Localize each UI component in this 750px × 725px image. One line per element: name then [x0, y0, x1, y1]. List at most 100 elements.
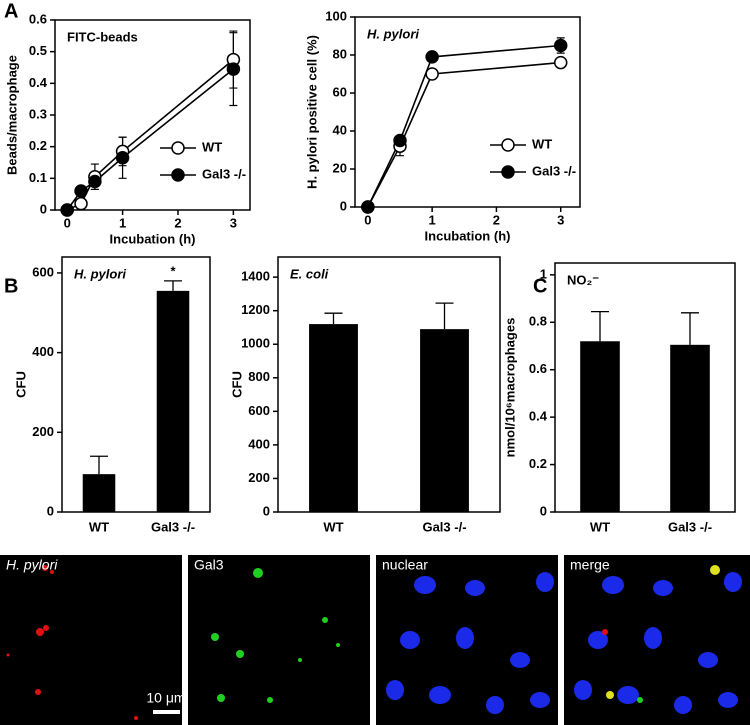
x-axis-label: Incubation (h): [425, 228, 511, 243]
marker: [425, 50, 439, 64]
y-tick-label: 0: [540, 503, 547, 518]
y-tick-label: 60: [333, 84, 347, 99]
panel-letter: C: [533, 275, 547, 297]
image-label: merge: [570, 557, 610, 573]
x-tick-label: 2: [493, 212, 500, 227]
error-bar: [681, 312, 699, 345]
y-tick-label: 0: [340, 198, 347, 213]
legend-label: Gal3 -/-: [532, 163, 576, 178]
y-tick-label: 0.1: [29, 170, 47, 185]
marker: [425, 67, 439, 81]
x-tick-label: Gal3 -/-: [422, 519, 466, 534]
y-tick-label: 200: [248, 470, 270, 485]
y-axis-label: CFU: [229, 371, 244, 398]
x-tick-label: WT: [323, 519, 343, 534]
y-tick-label: 0.5: [29, 43, 47, 58]
y-tick-label: 0.2: [29, 138, 47, 153]
y-axis-label: H. pylori positive cell (%): [304, 35, 319, 189]
y-tick-label: 40: [333, 122, 347, 137]
y-tick-label: 0: [263, 503, 270, 518]
bar: [82, 474, 116, 512]
error-bar: [435, 302, 454, 330]
y-axis-label: Beads/macrophage: [4, 55, 19, 175]
y-tick-label: 1400: [241, 269, 270, 284]
y-tick-label: 800: [248, 369, 270, 384]
y-axis-label: CFU: [13, 371, 28, 398]
y-tick-label: 0.6: [529, 361, 547, 376]
image-label: Gal3: [194, 557, 224, 573]
bar: [580, 341, 620, 512]
error-bar: [324, 312, 343, 325]
x-tick-label: 1: [119, 215, 126, 230]
image-label: H. pylori: [6, 557, 58, 573]
y-tick-label: 0.4: [29, 75, 48, 90]
legend-marker: [171, 141, 185, 155]
bar: [420, 329, 469, 512]
x-tick-label: WT: [590, 519, 610, 534]
series-line: [367, 61, 561, 208]
x-tick-label: 2: [174, 215, 181, 230]
marker: [393, 133, 407, 148]
error-bar: [164, 280, 182, 291]
annotation: NO₂⁻: [567, 272, 599, 287]
annotation: FITC-beads: [67, 29, 138, 44]
y-tick-label: 400: [32, 344, 54, 359]
marker: [226, 62, 241, 76]
y-tick-label: 0: [47, 503, 54, 518]
plot-frame: [61, 256, 211, 513]
marker: [74, 184, 88, 198]
x-tick-label: 3: [230, 215, 237, 230]
marker: [60, 203, 74, 217]
panel-letter: A: [4, 0, 18, 22]
scale-bar-label: 10 μm: [146, 690, 185, 706]
plot-frame: [277, 256, 501, 513]
plot-frame: [354, 16, 581, 208]
plot-frame: [54, 19, 251, 211]
x-tick-label: 1: [429, 212, 436, 227]
panel-letter: B: [4, 275, 18, 297]
y-tick-label: 1000: [241, 336, 270, 351]
y-axis-label: nmol/10⁶macrophages: [502, 318, 517, 458]
error-bar: [591, 310, 609, 342]
error-bar: [90, 455, 108, 475]
annotation: H. pylori: [367, 26, 419, 41]
y-tick-label: 400: [248, 436, 270, 451]
x-tick-label: Gal3 -/-: [151, 519, 195, 534]
y-tick-label: 600: [248, 403, 270, 418]
x-tick-label: 0: [64, 215, 71, 230]
image-label: nuclear: [382, 557, 428, 573]
marker: [553, 55, 568, 70]
merge-spots: [602, 565, 720, 703]
y-tick-label: 0.4: [529, 409, 548, 424]
marker: [553, 38, 568, 53]
legend-label: Gal3 -/-: [202, 166, 246, 181]
x-tick-label: Gal3 -/-: [668, 519, 712, 534]
x-axis-label: Incubation (h): [110, 231, 196, 246]
micrographs: H. pylori Gal3 nuclear merge 10 μm: [0, 555, 750, 725]
x-tick-label: WT: [89, 519, 109, 534]
nuclei: [386, 572, 742, 714]
x-tick-label: 3: [557, 212, 564, 227]
series-line: [367, 44, 561, 208]
y-tick-label: 1: [540, 266, 547, 281]
legend-label: WT: [202, 139, 222, 154]
annotation: H. pylori: [74, 266, 126, 281]
bar: [309, 324, 358, 512]
legend-marker: [501, 165, 515, 179]
annotation: E. coli: [290, 266, 329, 281]
image-panel: [0, 555, 182, 725]
y-tick-label: 1200: [241, 302, 270, 317]
plot-frame: [554, 262, 736, 513]
y-tick-label: 0: [40, 201, 47, 216]
marker: [88, 174, 102, 189]
x-tick-label: 0: [364, 212, 371, 227]
legend-label: WT: [532, 136, 552, 151]
y-tick-label: 200: [32, 424, 54, 439]
marker: [361, 200, 375, 214]
y-tick-label: 80: [333, 46, 347, 61]
y-tick-label: 600: [32, 264, 54, 279]
bar: [156, 290, 190, 512]
y-tick-label: 0.6: [29, 11, 47, 26]
y-tick-label: 0.3: [29, 106, 47, 121]
